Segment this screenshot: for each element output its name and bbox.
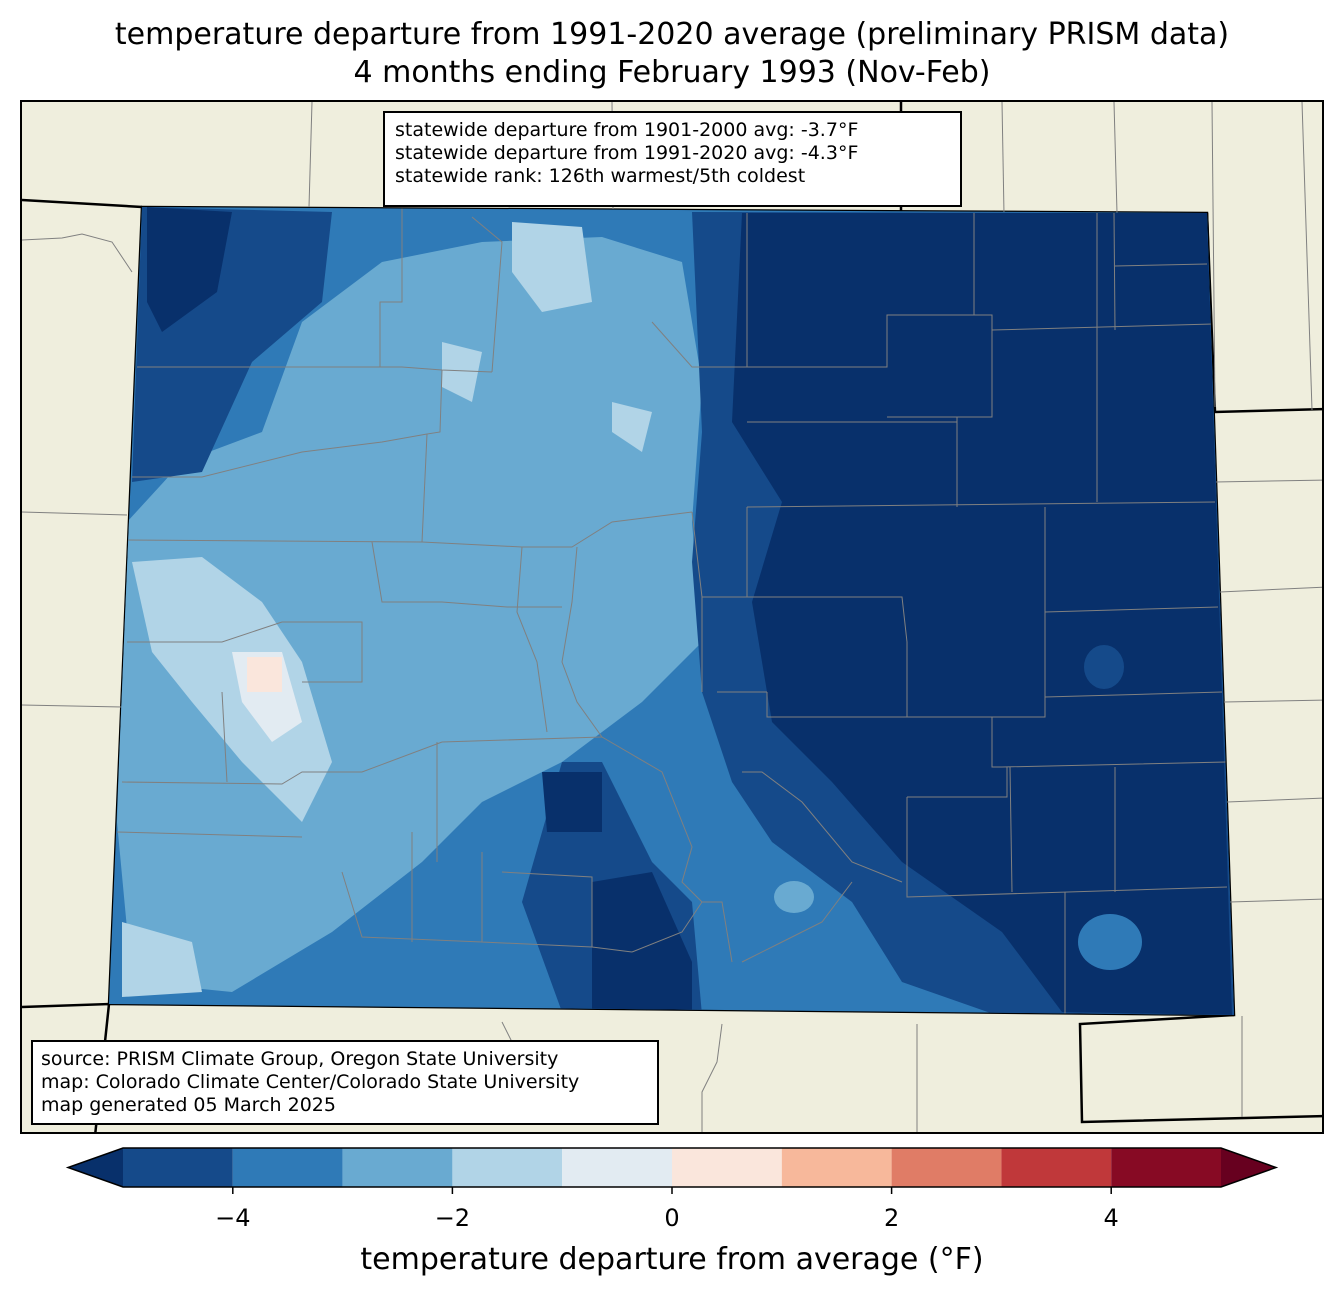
source-line-generated: map generated 05 March 2025 (41, 1094, 336, 1116)
colorbar-bin (781, 1148, 892, 1187)
temperature-contours (109, 207, 1234, 1015)
map-title-line2: 4 months ending February 1993 (Nov-Feb) (353, 55, 991, 90)
colorbar-extend-low (68, 1148, 123, 1187)
colorbar-bin (123, 1148, 233, 1187)
colorbar (65, 1147, 1279, 1194)
source-box: source: PRISM Climate Group, Oregon Stat… (31, 1040, 659, 1125)
colorbar-bin (1001, 1148, 1112, 1187)
source-line-map: map: Colorado Climate Center/Colorado St… (41, 1071, 580, 1093)
colorado-county-lines (116, 207, 1228, 1015)
colorbar-tick-label: 0 (664, 1204, 680, 1232)
map-title-line1: temperature departure from 1991-2020 ave… (114, 17, 1230, 52)
colorbar-bin (232, 1148, 343, 1187)
stats-line-1901-2000: statewide departure from 1901-2000 avg: … (395, 119, 859, 141)
colorbar-bin (452, 1148, 563, 1187)
colorbar-label: temperature departure from average (°F) (360, 1242, 984, 1277)
colorbar-tick-label: 2 (883, 1204, 900, 1232)
colorbar-tick-label: −4 (215, 1204, 251, 1232)
statewide-stats-box: statewide departure from 1901-2000 avg: … (383, 111, 962, 207)
stats-line-1991-2020: statewide departure from 1991-2020 avg: … (395, 142, 859, 164)
colorbar-bin (672, 1148, 782, 1187)
colorbar-outline (65, 1147, 1279, 1188)
nebraska-border (1205, 212, 1322, 414)
oklahoma-border (1078, 1013, 1322, 1124)
colorbar-bin (1111, 1148, 1221, 1187)
colorbar-bin (562, 1148, 672, 1187)
colorado-map (22, 102, 1322, 1132)
colorbar-extend-high (1221, 1148, 1276, 1187)
stats-line-rank: statewide rank: 126th warmest/5th coldes… (395, 165, 806, 187)
colorbar-bin (891, 1148, 1002, 1187)
utah-wyoming-border (22, 198, 143, 209)
map-panel (20, 100, 1324, 1134)
colorbar-tick-label: −2 (434, 1204, 471, 1232)
colorbar-tick-label: 4 (1103, 1204, 1119, 1232)
source-line-prism: source: PRISM Climate Group, Oregon Stat… (41, 1048, 559, 1070)
colorbar-bin (342, 1148, 453, 1187)
